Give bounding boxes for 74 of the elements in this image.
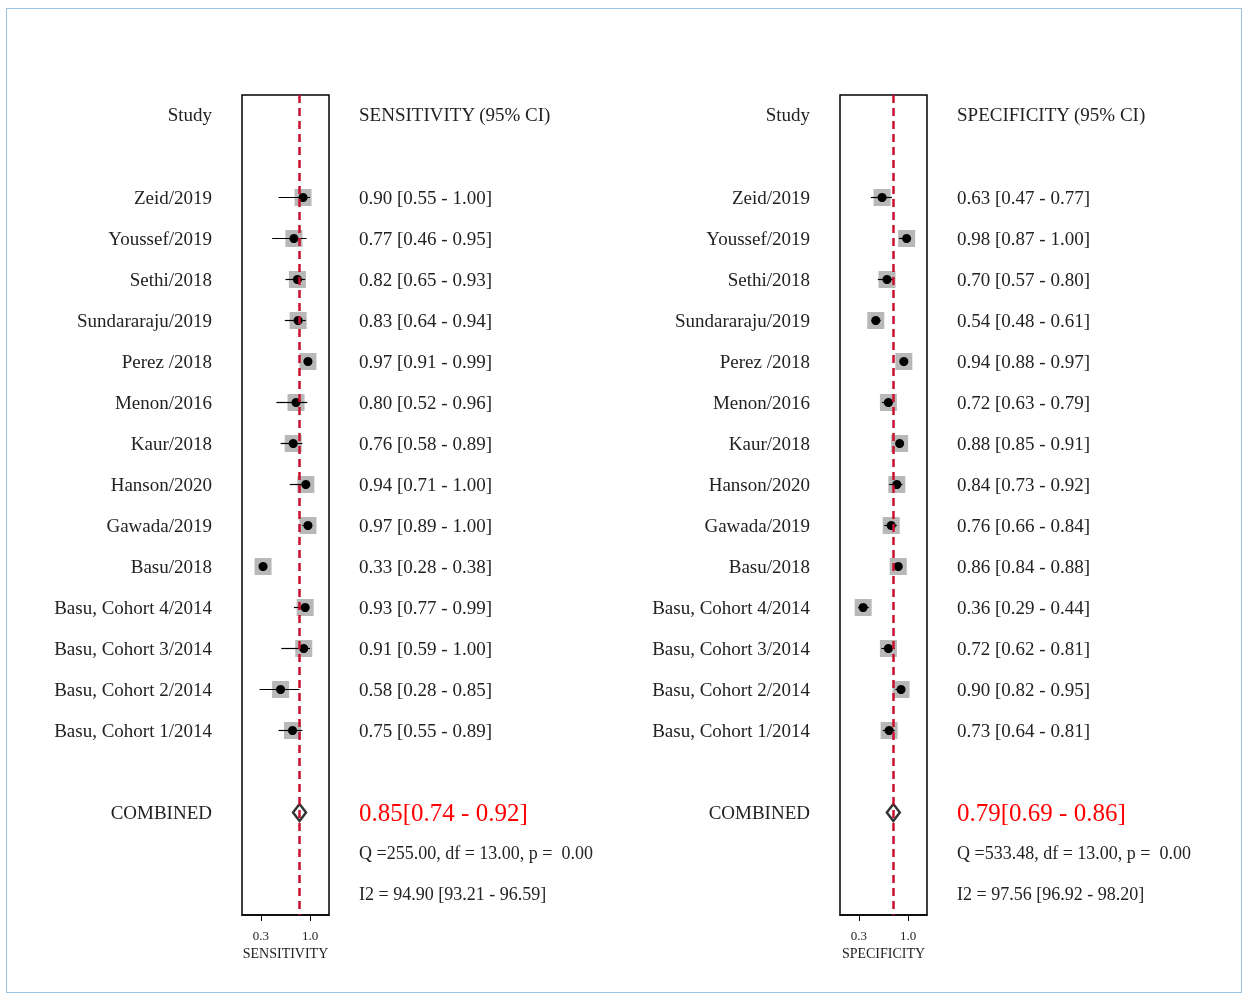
x-tick-label: 1.0 xyxy=(301,928,319,943)
data-label: 0.98 [0.87 - 1.00] xyxy=(957,228,1090,249)
text: I2 = 94.90 [93.21 - 96.59] xyxy=(359,883,547,904)
y-tick-label: COMBINED xyxy=(708,802,810,823)
y-tick-label: Menon/2016 xyxy=(114,392,212,413)
data-label: 0.84 [0.73 - 0.92] xyxy=(957,474,1090,495)
data-label: 0.72 [0.62 - 0.81] xyxy=(957,638,1090,659)
x-tick-label: 1.0 xyxy=(899,928,917,943)
y-tick-label: Youssef/2019 xyxy=(108,228,212,249)
data-label: 0.83 [0.64 - 0.94] xyxy=(359,310,492,331)
y-tick-label: Kaur/2018 xyxy=(728,433,810,454)
data-label: 0.76 [0.66 - 0.84] xyxy=(957,515,1090,536)
data-label: 0.72 [0.63 - 0.79] xyxy=(957,392,1090,413)
data-label: 0.91 [0.59 - 1.00] xyxy=(359,638,492,659)
text: Q =255.00, df = 13.00, p = 0.00 xyxy=(359,842,593,863)
data-label: 0.94 [0.88 - 0.97] xyxy=(957,351,1090,372)
y-tick-label: Zeid/2019 xyxy=(133,187,212,208)
data-label: 0.88 [0.85 - 0.91] xyxy=(957,433,1090,454)
y-tick-label: Basu/2018 xyxy=(728,556,810,577)
y-axis-title: Study xyxy=(765,103,811,125)
y-tick-label: Basu, Cohort 3/2014 xyxy=(652,638,811,659)
y-tick-label: Basu, Cohort 2/2014 xyxy=(652,679,811,700)
y-tick-label: Kaur/2018 xyxy=(130,433,212,454)
y-tick-label: Menon/2016 xyxy=(712,392,810,413)
x-axis-title: SENSITIVITY xyxy=(242,946,329,962)
y-tick-label: Youssef/2019 xyxy=(706,228,810,249)
y-tick-label: Sethi/2018 xyxy=(129,269,212,290)
y-axis-title: Study xyxy=(167,103,213,125)
x-tick-label: 0.3 xyxy=(252,928,270,943)
text: Q =533.48, df = 13.00, p = 0.00 xyxy=(957,842,1191,863)
y-tick-label: COMBINED xyxy=(110,802,212,823)
data-label: 0.36 [0.29 - 0.44] xyxy=(957,597,1090,618)
data-label: 0.94 [0.71 - 1.00] xyxy=(359,474,492,495)
data-label: 0.63 [0.47 - 0.77] xyxy=(957,187,1090,208)
y-tick-label: Perez /2018 xyxy=(121,351,212,372)
text: I2 = 97.56 [96.92 - 98.20] xyxy=(957,883,1145,904)
y-tick-label: Hanson/2020 xyxy=(708,474,810,495)
data-label: 0.85[0.74 - 0.92] xyxy=(359,799,528,826)
x-tick-label: 0.3 xyxy=(850,928,868,943)
data-label: 0.77 [0.46 - 0.95] xyxy=(359,228,492,249)
data-label: 0.54 [0.48 - 0.61] xyxy=(957,310,1090,331)
y-tick-label: Basu/2018 xyxy=(130,556,212,577)
data-label: 0.97 [0.89 - 1.00] xyxy=(359,515,492,536)
data-label: 0.70 [0.57 - 0.80] xyxy=(957,269,1090,290)
y-tick-label: Zeid/2019 xyxy=(731,187,810,208)
data-label: 0.90 [0.82 - 0.95] xyxy=(957,679,1090,700)
y2-axis-title: SPECIFICITY (95% CI) xyxy=(957,103,1146,126)
y-tick-label: Basu, Cohort 3/2014 xyxy=(54,638,213,659)
y-tick-label: Gawada/2019 xyxy=(106,515,212,536)
y-tick-label: Sethi/2018 xyxy=(727,269,810,290)
data-label: 0.58 [0.28 - 0.85] xyxy=(359,679,492,700)
data-label: 0.93 [0.77 - 0.99] xyxy=(359,597,492,618)
y-tick-label: Sundararaju/2019 xyxy=(76,310,212,331)
data-label: 0.33 [0.28 - 0.38] xyxy=(359,556,492,577)
data-label: 0.73 [0.64 - 0.81] xyxy=(957,720,1090,741)
y-tick-label: Perez /2018 xyxy=(719,351,810,372)
data-label: 0.79[0.69 - 0.86] xyxy=(957,799,1126,826)
y-tick-label: Sundararaju/2019 xyxy=(674,310,810,331)
data-label: 0.80 [0.52 - 0.96] xyxy=(359,392,492,413)
y-tick-label: Hanson/2020 xyxy=(110,474,212,495)
y-tick-label: Basu, Cohort 4/2014 xyxy=(652,597,811,618)
data-label: 0.82 [0.65 - 0.93] xyxy=(359,269,492,290)
data-label: 0.76 [0.58 - 0.89] xyxy=(359,433,492,454)
y-tick-label: Basu, Cohort 2/2014 xyxy=(54,679,213,700)
y2-axis-title: SENSITIVITY (95% CI) xyxy=(359,103,551,126)
y-tick-label: Basu, Cohort 1/2014 xyxy=(652,720,811,741)
y-tick-label: Basu, Cohort 1/2014 xyxy=(54,720,213,741)
y-tick-label: Gawada/2019 xyxy=(704,515,810,536)
data-label: 0.90 [0.55 - 1.00] xyxy=(359,187,492,208)
x-axis-title: SPECIFICITY xyxy=(841,946,926,962)
data-label: 0.97 [0.91 - 0.99] xyxy=(359,351,492,372)
data-label: 0.86 [0.84 - 0.88] xyxy=(957,556,1090,577)
y-tick-label: Basu, Cohort 4/2014 xyxy=(54,597,213,618)
data-label: 0.75 [0.55 - 0.89] xyxy=(359,720,492,741)
